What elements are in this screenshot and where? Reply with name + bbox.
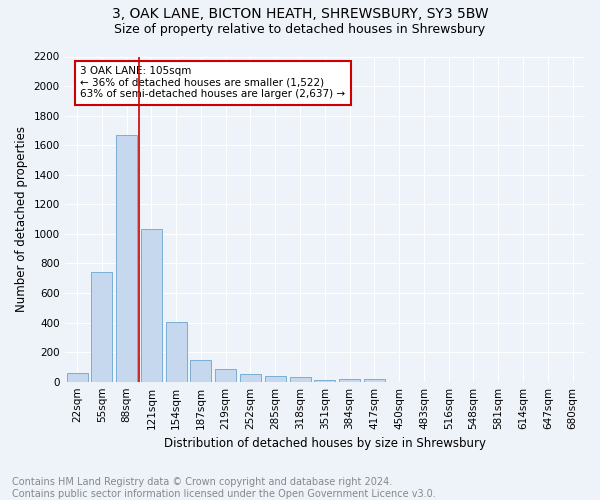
Bar	[339, 380, 360, 382]
Text: 3, OAK LANE, BICTON HEATH, SHREWSBURY, SY3 5BW: 3, OAK LANE, BICTON HEATH, SHREWSBURY, S…	[112, 8, 488, 22]
Bar	[141, 230, 162, 382]
Bar	[91, 272, 112, 382]
Bar	[166, 322, 187, 382]
Bar	[67, 373, 88, 382]
Bar	[314, 380, 335, 382]
Bar	[215, 369, 236, 382]
Text: Size of property relative to detached houses in Shrewsbury: Size of property relative to detached ho…	[115, 22, 485, 36]
Bar	[190, 360, 211, 382]
Text: 3 OAK LANE: 105sqm
← 36% of detached houses are smaller (1,522)
63% of semi-deta: 3 OAK LANE: 105sqm ← 36% of detached hou…	[80, 66, 346, 100]
Y-axis label: Number of detached properties: Number of detached properties	[15, 126, 28, 312]
Bar	[265, 376, 286, 382]
X-axis label: Distribution of detached houses by size in Shrewsbury: Distribution of detached houses by size …	[164, 437, 486, 450]
Bar	[240, 374, 261, 382]
Bar	[290, 377, 311, 382]
Bar	[116, 135, 137, 382]
Text: Contains HM Land Registry data © Crown copyright and database right 2024.
Contai: Contains HM Land Registry data © Crown c…	[12, 478, 436, 499]
Bar	[364, 378, 385, 382]
